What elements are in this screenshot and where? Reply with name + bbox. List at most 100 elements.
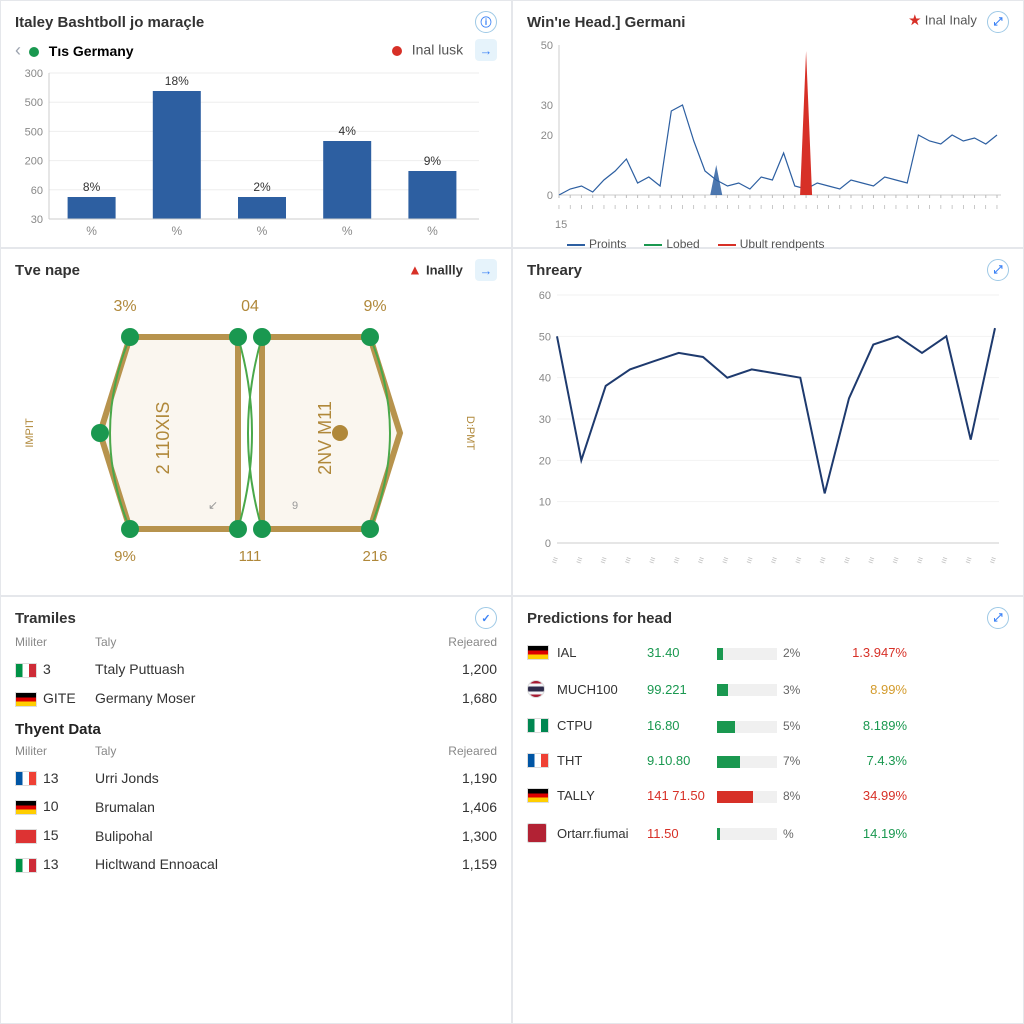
flag-icon [15, 800, 37, 815]
svg-text:200: 200 [25, 156, 43, 168]
prediction-row[interactable]: CTPU 16.80 5% 8.189% [527, 708, 1009, 743]
svg-text:2NV M11: 2NV M11 [315, 401, 335, 475]
svg-text:ı: ı [828, 204, 830, 211]
theary-chart: 6050403020100ııııııııııııııııııııııııııı… [527, 287, 1005, 577]
predictions-panel: Predictions for head ⤢ IAL 31.40 2% 1.3.… [512, 596, 1024, 1024]
svg-text:ı: ı [839, 204, 841, 211]
svg-text:ı: ı [816, 204, 818, 211]
svg-text:ı: ı [738, 204, 740, 211]
svg-text:%: % [427, 224, 438, 238]
table-head-2: Militer Taly Rejeared [15, 744, 497, 758]
svg-text:30: 30 [539, 414, 551, 426]
svg-text:60: 60 [31, 185, 43, 197]
svg-text:500: 500 [25, 97, 43, 109]
flag-icon [15, 858, 37, 873]
flag-icon [527, 718, 549, 733]
svg-text:ı: ı [580, 204, 582, 211]
flag-icon [527, 823, 547, 843]
court-panel: Tve nape ▲ Inallly → 3%049%9%111216IMPIT… [0, 248, 512, 596]
svg-text:ııı: ııı [598, 555, 609, 564]
svg-text:ı: ı [895, 204, 897, 211]
svg-text:ııı: ııı [793, 555, 804, 564]
svg-text:ı: ı [558, 204, 560, 211]
svg-text:8%: 8% [83, 180, 101, 194]
table-row[interactable]: 15 Bulipohal 1,300 [15, 821, 497, 850]
theary-expand-icon[interactable]: ⤢ [987, 259, 1009, 281]
spike-chart-panel: Win'ıe Head.] Germani ★ Inal Inaly ⤢ 503… [512, 0, 1024, 248]
svg-text:ı: ı [783, 204, 785, 211]
svg-text:ııı: ııı [574, 555, 585, 564]
prediction-row[interactable]: TALLY 141 71.50 8% 34.99% [527, 778, 1009, 813]
svg-text:ı: ı [670, 204, 672, 211]
svg-text:30: 30 [541, 100, 553, 112]
team-a-legend: ‹ Tıs Germany [15, 40, 134, 61]
tables-check-icon[interactable]: ✓ [475, 607, 497, 629]
prediction-row[interactable]: MUCH100 99.221 3% 8.99% [527, 670, 1009, 708]
svg-text:ııı: ııı [671, 555, 682, 564]
flag-icon [15, 829, 37, 844]
svg-text:%: % [171, 224, 182, 238]
svg-text:ı: ı [884, 204, 886, 211]
table-row[interactable]: 10 Brumalan 1,406 [15, 792, 497, 821]
prediction-row[interactable]: Ortarr.fiumai 11.50 % 14.19% [527, 813, 1009, 853]
svg-text:ııı: ııı [841, 555, 852, 564]
svg-text:ı: ı [614, 204, 616, 211]
svg-text:ııı: ııı [866, 555, 877, 564]
tables-panel: Tramiles ✓ Militer Taly Rejeared 3 Ttaly… [0, 596, 512, 1024]
svg-text:ı: ı [682, 204, 684, 211]
chevron-left-icon[interactable]: ‹ [15, 40, 21, 60]
team-b-legend: Inal lusk → [392, 39, 497, 61]
svg-text:ııı: ııı [695, 555, 706, 564]
flag-icon [527, 753, 549, 768]
svg-text:ı: ı [749, 204, 751, 211]
table-row[interactable]: GITE Germany Moser 1,680 [15, 684, 497, 713]
flag-icon [527, 788, 549, 803]
prediction-row[interactable]: THT 9.10.80 7% 7.4.3% [527, 743, 1009, 778]
svg-text:0: 0 [547, 190, 553, 202]
svg-text:9%: 9% [424, 154, 442, 168]
svg-text:9: 9 [292, 500, 298, 512]
expand-icon[interactable]: ⤢ [987, 11, 1009, 33]
next-arrow-icon[interactable]: → [475, 39, 497, 61]
flag-icon [527, 645, 549, 660]
svg-text:4%: 4% [339, 124, 357, 138]
table-row[interactable]: 13 Urri Jonds 1,190 [15, 764, 497, 793]
svg-text:ı: ı [760, 204, 762, 211]
svg-text:ı: ı [637, 204, 639, 211]
tables-title2: Thyent Data [15, 721, 497, 738]
svg-text:ı: ı [592, 204, 594, 211]
table-row[interactable]: 13 Hicltwand Ennoacal 1,159 [15, 850, 497, 879]
court-diagram: 3%049%9%111216IMPITD:PMT2 110XIS2NV M11↙… [15, 287, 497, 547]
prediction-row[interactable]: IAL 31.40 2% 1.3.947% [527, 635, 1009, 670]
svg-text:ııı: ııı [549, 555, 560, 564]
svg-text:ı: ı [771, 204, 773, 211]
table-head: Militer Taly Rejeared [15, 635, 497, 649]
svg-text:ı: ı [951, 204, 953, 211]
svg-text:ı: ı [794, 204, 796, 211]
svg-text:ı: ı [603, 204, 605, 211]
svg-text:50: 50 [541, 40, 553, 52]
svg-text:ı: ı [805, 204, 807, 211]
svg-text:ııı: ııı [890, 555, 901, 564]
table-row[interactable]: 3 Ttaly Puttuash 1,200 [15, 655, 497, 684]
svg-text:IMPIT: IMPIT [24, 418, 36, 448]
svg-text:300: 300 [25, 69, 43, 80]
svg-text:ı: ı [996, 204, 998, 211]
svg-text:04: 04 [241, 298, 259, 315]
info-icon[interactable]: ⓘ [475, 11, 497, 33]
svg-text:ı: ı [861, 204, 863, 211]
court-arrow-icon[interactable]: → [475, 259, 497, 281]
svg-text:%: % [257, 224, 268, 238]
svg-text:ı: ı [569, 204, 571, 211]
svg-text:%: % [86, 224, 97, 238]
court-title: Tve nape [15, 262, 80, 279]
svg-text:ııı: ııı [963, 555, 974, 564]
svg-text:ııı: ııı [939, 555, 950, 564]
spike-badge: ★ Inal Inaly ⤢ [909, 11, 1009, 33]
svg-text:ı: ı [726, 204, 728, 211]
pred-expand-icon[interactable]: ⤢ [987, 607, 1009, 629]
svg-text:216: 216 [362, 548, 387, 565]
flag-icon [15, 663, 37, 678]
svg-text:500: 500 [25, 126, 43, 138]
predictions-title: Predictions for head [527, 610, 672, 627]
